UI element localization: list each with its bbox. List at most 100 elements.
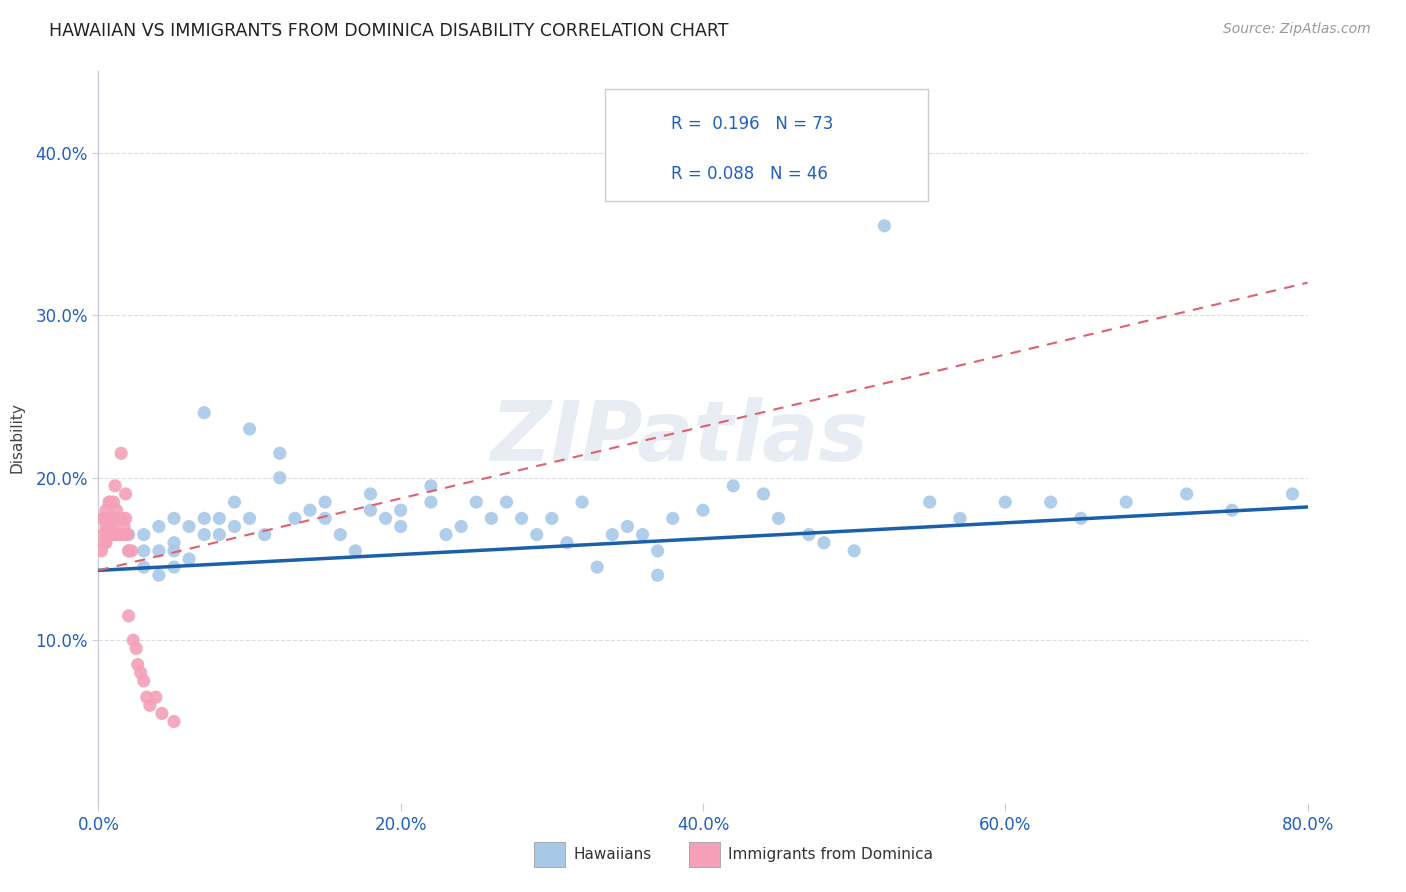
Point xyxy=(179,552,201,566)
Point xyxy=(873,219,896,233)
Point xyxy=(224,519,246,533)
Point xyxy=(193,527,215,541)
Point xyxy=(94,519,117,533)
Point xyxy=(129,665,152,680)
Point xyxy=(269,446,291,460)
Point xyxy=(163,714,186,729)
Point xyxy=(100,495,122,509)
Text: Hawaiians: Hawaiians xyxy=(574,847,652,862)
Point xyxy=(510,511,533,525)
Text: R = 0.088   N = 46: R = 0.088 N = 46 xyxy=(671,165,828,183)
Point xyxy=(163,544,186,558)
Point xyxy=(132,673,155,688)
Point xyxy=(329,527,352,541)
Point xyxy=(100,527,122,541)
Point xyxy=(949,511,972,525)
Point xyxy=(994,495,1017,509)
Point xyxy=(269,471,291,485)
Point xyxy=(314,511,336,525)
Point xyxy=(100,511,122,525)
Point xyxy=(450,519,472,533)
Point xyxy=(631,527,654,541)
Point xyxy=(94,503,117,517)
Point xyxy=(118,544,141,558)
Point xyxy=(145,690,167,705)
Point xyxy=(139,698,162,713)
Point xyxy=(602,527,624,541)
Point xyxy=(127,657,149,672)
Point xyxy=(253,527,276,541)
Point xyxy=(420,495,443,509)
Point xyxy=(540,511,562,525)
Point xyxy=(163,560,186,574)
Point xyxy=(420,479,443,493)
Point xyxy=(103,511,125,525)
Point xyxy=(360,487,382,501)
Point xyxy=(344,544,367,558)
Point xyxy=(208,527,231,541)
Point xyxy=(481,511,503,525)
Point xyxy=(150,706,173,721)
Point xyxy=(1115,495,1137,509)
Point xyxy=(1175,487,1198,501)
Point xyxy=(94,535,117,549)
Point xyxy=(118,527,141,541)
Point xyxy=(132,560,155,574)
Y-axis label: Disability: Disability xyxy=(10,401,24,473)
Point xyxy=(692,503,714,517)
Point xyxy=(571,495,593,509)
Text: HAWAIIAN VS IMMIGRANTS FROM DOMINICA DISABILITY CORRELATION CHART: HAWAIIAN VS IMMIGRANTS FROM DOMINICA DIS… xyxy=(49,22,728,40)
Point xyxy=(111,527,134,541)
Point xyxy=(844,544,866,558)
Text: R =  0.196   N = 73: R = 0.196 N = 73 xyxy=(671,115,832,133)
Point xyxy=(647,544,669,558)
Point xyxy=(101,519,124,533)
Point xyxy=(768,511,790,525)
Point xyxy=(112,519,135,533)
Point xyxy=(104,479,127,493)
Point xyxy=(121,544,143,558)
Point xyxy=(103,527,125,541)
Point xyxy=(132,544,155,558)
Point xyxy=(616,519,638,533)
Point xyxy=(495,495,517,509)
Point xyxy=(389,519,412,533)
Point xyxy=(148,519,170,533)
Point xyxy=(101,511,124,525)
Point xyxy=(122,633,145,648)
Point xyxy=(797,527,820,541)
Text: Immigrants from Dominica: Immigrants from Dominica xyxy=(728,847,934,862)
Point xyxy=(661,511,683,525)
Point xyxy=(93,511,115,525)
Point xyxy=(103,495,125,509)
Point xyxy=(91,527,114,541)
Point xyxy=(224,495,246,509)
Point xyxy=(98,519,121,533)
Point xyxy=(179,519,201,533)
Point xyxy=(193,406,215,420)
Point xyxy=(208,511,231,525)
Point xyxy=(110,446,132,460)
Point xyxy=(813,535,835,549)
Point xyxy=(148,568,170,582)
Point xyxy=(239,511,262,525)
Point xyxy=(284,511,307,525)
Point xyxy=(723,479,745,493)
Point xyxy=(132,527,155,541)
Point xyxy=(114,511,136,525)
Point xyxy=(526,527,548,541)
Point xyxy=(148,544,170,558)
Point xyxy=(647,568,669,582)
Point xyxy=(465,495,488,509)
Point xyxy=(104,511,127,525)
Point xyxy=(299,503,322,517)
Text: ZIPatlas: ZIPatlas xyxy=(489,397,868,477)
Point xyxy=(114,487,136,501)
Point xyxy=(90,544,112,558)
Point xyxy=(1281,487,1303,501)
Point xyxy=(107,511,129,525)
Point xyxy=(115,527,138,541)
Point xyxy=(108,527,131,541)
Point xyxy=(163,535,186,549)
Point xyxy=(98,495,121,509)
